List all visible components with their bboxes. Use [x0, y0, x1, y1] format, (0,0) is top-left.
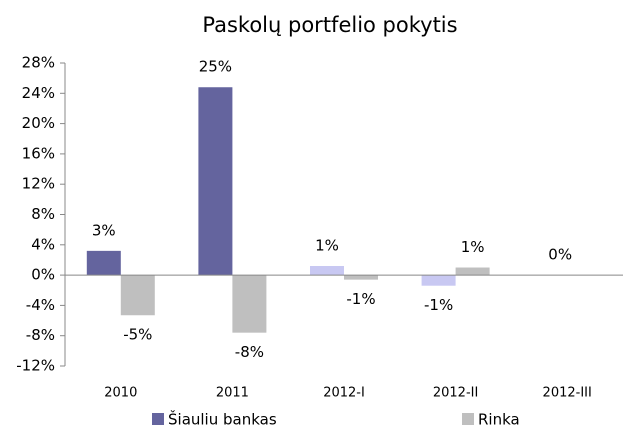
- bar: [198, 87, 233, 276]
- data-label: 1%: [461, 238, 485, 256]
- legend-swatch: [462, 413, 474, 425]
- y-tick-label: 24%: [22, 84, 55, 102]
- y-tick-label: -4%: [26, 296, 55, 314]
- y-tick-label: 12%: [22, 175, 55, 193]
- bar: [455, 267, 490, 276]
- y-tick-label: 28%: [22, 54, 55, 72]
- bar: [120, 275, 155, 316]
- legend-label: Rinka: [478, 411, 520, 429]
- data-label: -5%: [123, 326, 152, 344]
- x-tick-label: 2012-I: [323, 386, 365, 401]
- y-tick-label: 0%: [31, 266, 55, 284]
- y-tick-label: 8%: [31, 205, 55, 223]
- x-tick-label: 2012-II: [433, 386, 478, 401]
- bar: [421, 275, 456, 286]
- data-label: 0%: [548, 246, 572, 264]
- bar: [232, 275, 267, 333]
- y-tick-label: -12%: [16, 357, 55, 375]
- x-tick-label: 2012-III: [543, 386, 592, 401]
- x-tick-label: 2010: [104, 386, 137, 401]
- bar: [86, 250, 121, 276]
- bar: [310, 266, 344, 276]
- chart-title: Paskolų portfelio pokytis: [202, 13, 457, 37]
- data-label: 25%: [199, 58, 232, 76]
- y-tick-label: 16%: [22, 144, 55, 162]
- legend-label: Šiauliu bankas: [168, 410, 277, 429]
- y-tick-label: 20%: [22, 114, 55, 132]
- y-tick-label: -8%: [26, 326, 55, 344]
- data-label: 1%: [315, 237, 339, 255]
- data-label: 3%: [92, 221, 116, 239]
- legend-swatch: [152, 413, 164, 425]
- x-tick-label: 2011: [216, 386, 249, 401]
- y-tick-label: 4%: [31, 235, 55, 253]
- data-label: -1%: [346, 290, 375, 308]
- data-label: -8%: [235, 343, 264, 361]
- data-label: -1%: [424, 296, 453, 314]
- bar: [344, 275, 378, 280]
